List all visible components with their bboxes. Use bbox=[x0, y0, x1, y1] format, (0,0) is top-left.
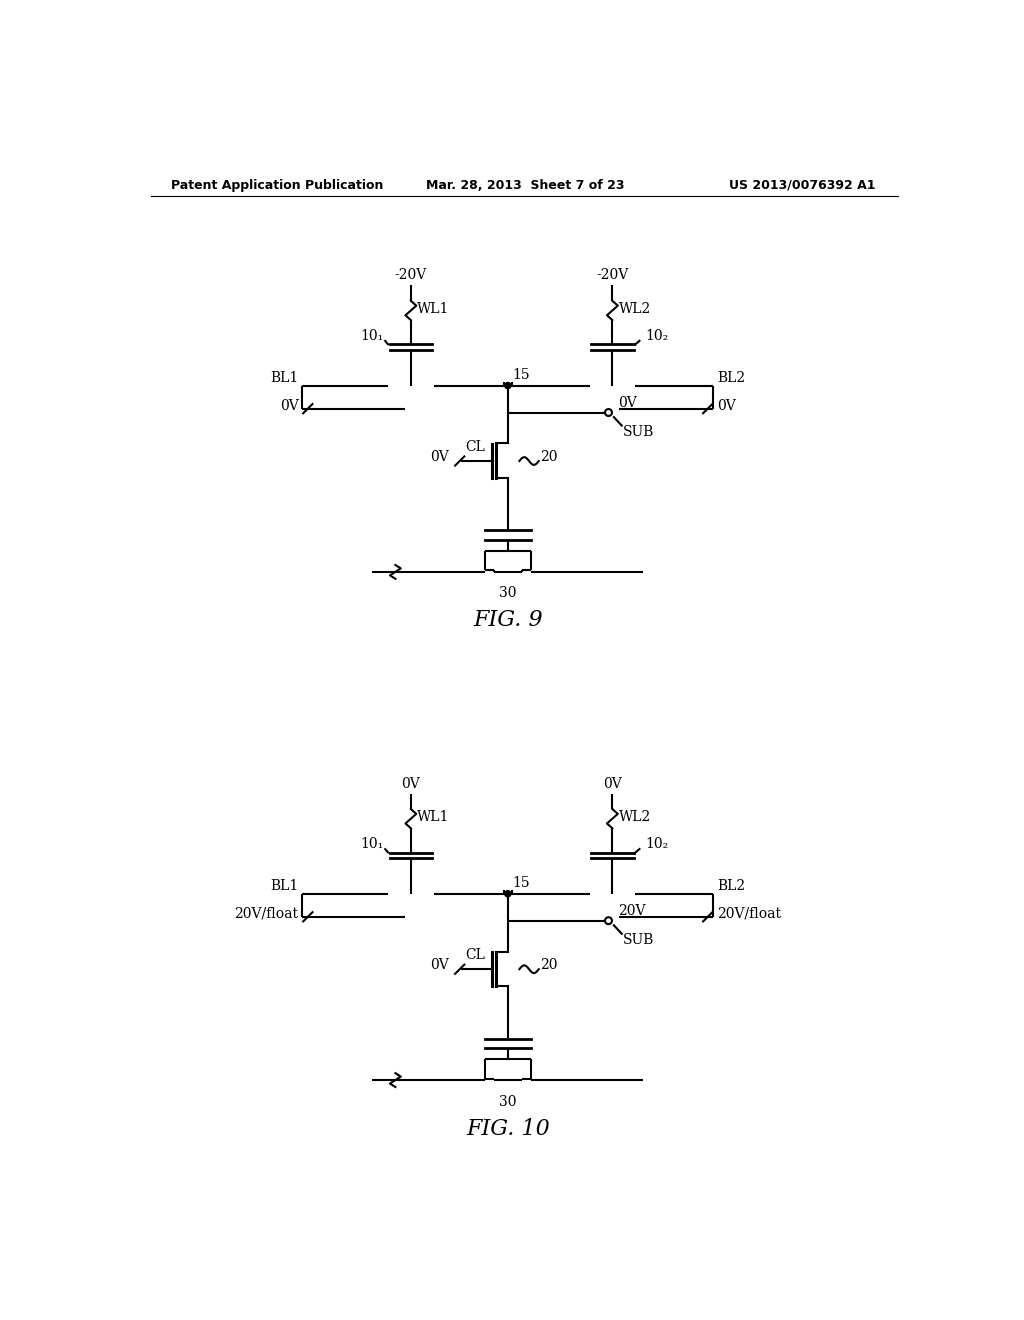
Text: FIG. 10: FIG. 10 bbox=[466, 1118, 550, 1139]
Text: SUB: SUB bbox=[623, 425, 654, 438]
Text: 20: 20 bbox=[541, 450, 558, 465]
Text: 30: 30 bbox=[499, 1094, 516, 1109]
Text: Patent Application Publication: Patent Application Publication bbox=[171, 178, 383, 191]
Text: -20V: -20V bbox=[394, 268, 427, 282]
Text: 15: 15 bbox=[512, 876, 530, 890]
Text: 0V: 0V bbox=[430, 958, 449, 973]
Text: 0V: 0V bbox=[603, 776, 622, 791]
Text: 15: 15 bbox=[512, 368, 530, 381]
Text: BL1: BL1 bbox=[270, 879, 299, 894]
Circle shape bbox=[505, 891, 511, 896]
Text: BL2: BL2 bbox=[717, 879, 745, 894]
Text: WL1: WL1 bbox=[417, 302, 450, 315]
Text: CL: CL bbox=[465, 948, 485, 962]
Text: BL2: BL2 bbox=[717, 371, 745, 385]
Text: 0V: 0V bbox=[280, 399, 299, 413]
Text: 10₂: 10₂ bbox=[645, 329, 669, 343]
Text: 30: 30 bbox=[499, 586, 516, 601]
Text: 0V: 0V bbox=[430, 450, 449, 465]
Text: WL1: WL1 bbox=[417, 810, 450, 824]
Text: 20V/float: 20V/float bbox=[717, 907, 781, 921]
Circle shape bbox=[505, 383, 511, 388]
Text: 20V/float: 20V/float bbox=[234, 907, 299, 921]
Text: 20: 20 bbox=[541, 958, 558, 973]
Text: 0V: 0V bbox=[401, 776, 420, 791]
Text: 10₁: 10₁ bbox=[360, 329, 384, 343]
Text: BL1: BL1 bbox=[270, 371, 299, 385]
Text: 10₂: 10₂ bbox=[645, 837, 669, 851]
Text: Mar. 28, 2013  Sheet 7 of 23: Mar. 28, 2013 Sheet 7 of 23 bbox=[426, 178, 624, 191]
Text: -20V: -20V bbox=[596, 268, 629, 282]
Text: WL2: WL2 bbox=[618, 810, 651, 824]
Text: WL2: WL2 bbox=[618, 302, 651, 315]
Text: SUB: SUB bbox=[623, 933, 654, 946]
Text: 20V: 20V bbox=[617, 904, 645, 919]
Text: FIG. 9: FIG. 9 bbox=[473, 610, 543, 631]
Text: US 2013/0076392 A1: US 2013/0076392 A1 bbox=[729, 178, 876, 191]
Text: CL: CL bbox=[465, 440, 485, 454]
Text: 0V: 0V bbox=[617, 396, 637, 411]
Text: 0V: 0V bbox=[717, 399, 736, 413]
Text: 10₁: 10₁ bbox=[360, 837, 384, 851]
Circle shape bbox=[605, 917, 612, 924]
Circle shape bbox=[605, 409, 612, 416]
